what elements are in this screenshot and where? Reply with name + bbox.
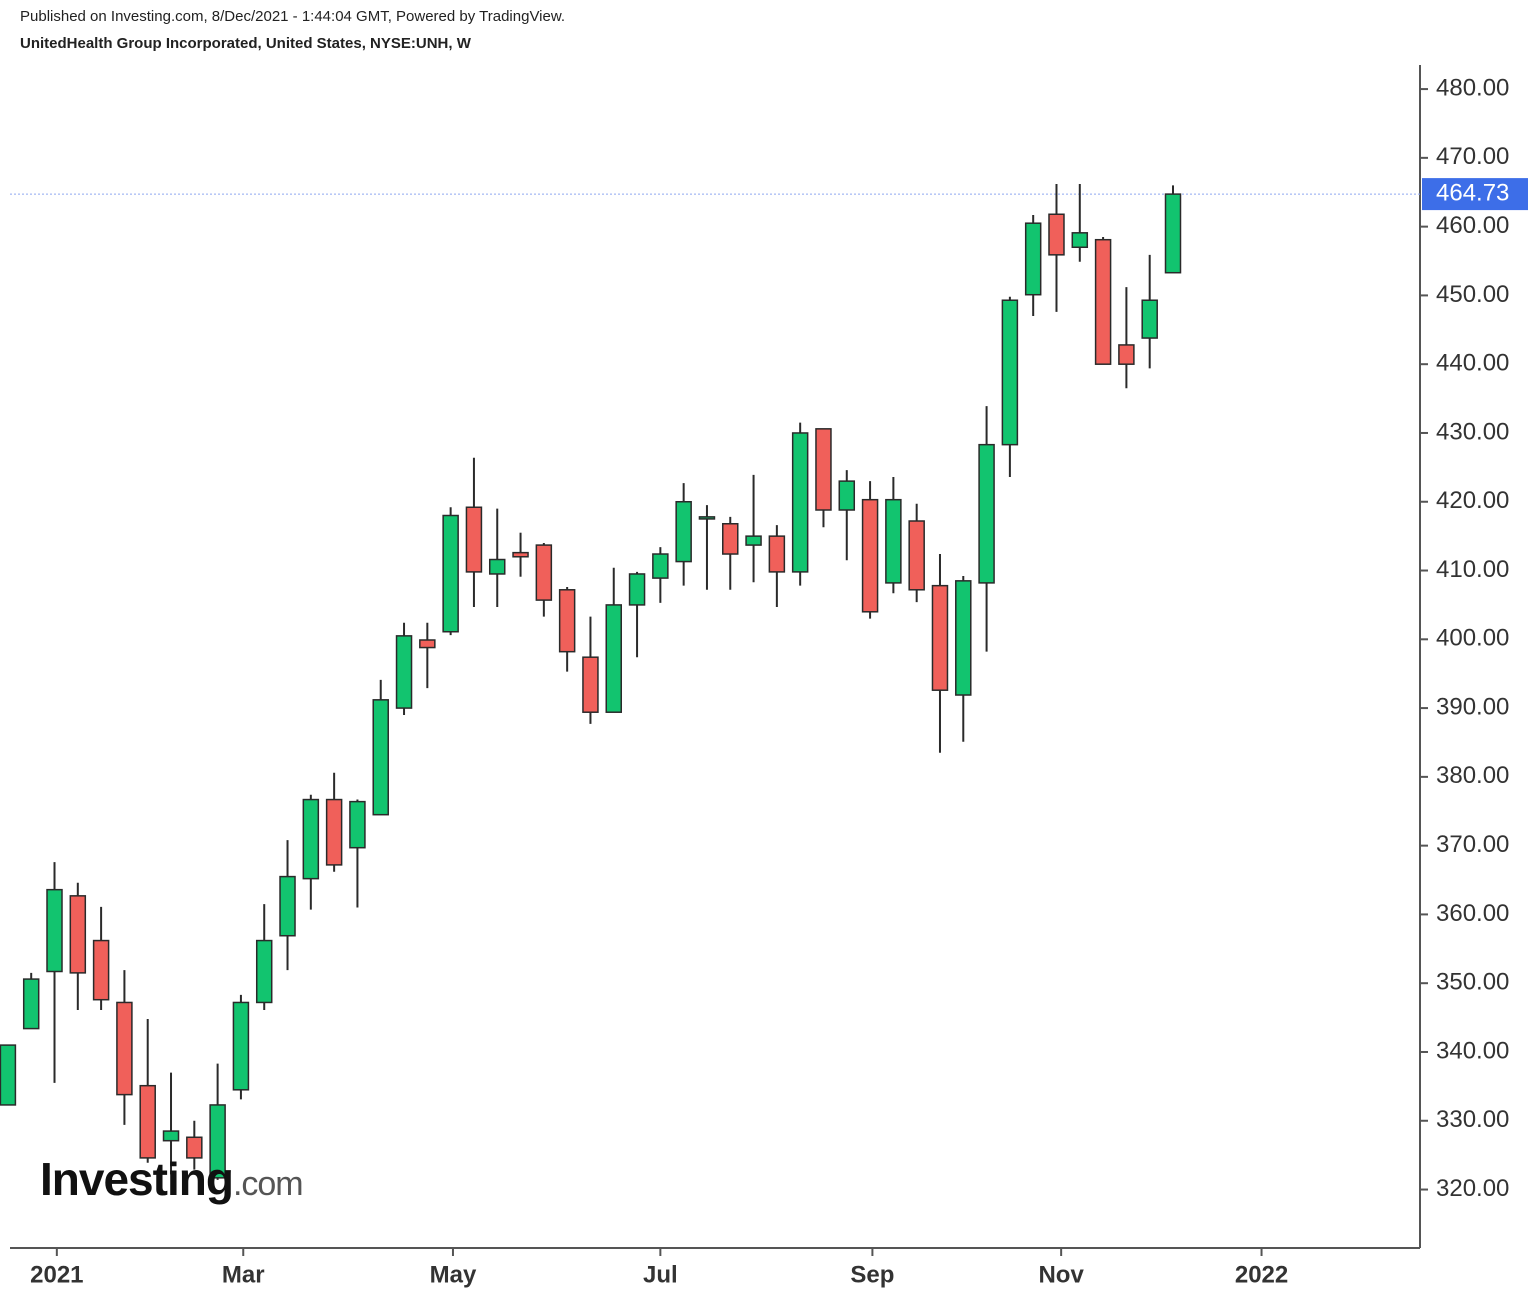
candle-body bbox=[698, 516, 716, 520]
y-tick-label: 390.00 bbox=[1436, 693, 1509, 720]
candle-body bbox=[1118, 344, 1135, 365]
candle-body bbox=[628, 573, 646, 606]
y-tick-label: 460.00 bbox=[1436, 212, 1509, 239]
y-tick-label: 430.00 bbox=[1436, 418, 1509, 445]
candle-body bbox=[582, 656, 599, 713]
y-tick-label: 350.00 bbox=[1436, 969, 1509, 996]
candle-body bbox=[279, 875, 296, 937]
published-note: Published on Investing.com, 8/Dec/2021 -… bbox=[20, 8, 565, 25]
logo-suffix: .com bbox=[233, 1165, 303, 1203]
candle-body bbox=[908, 520, 925, 591]
y-tick-label: 480.00 bbox=[1436, 74, 1509, 101]
candle-body bbox=[0, 1044, 17, 1106]
candle-body bbox=[232, 1001, 250, 1091]
candle-body bbox=[349, 800, 366, 849]
x-tick-label: 2022 bbox=[1235, 1261, 1288, 1288]
candle-body bbox=[139, 1084, 156, 1159]
y-tick-label: 380.00 bbox=[1436, 762, 1509, 789]
candle-body bbox=[1094, 238, 1112, 365]
x-tick-label: Mar bbox=[222, 1261, 265, 1288]
candle-body bbox=[1141, 299, 1158, 339]
candle-body bbox=[1164, 193, 1182, 274]
candle-body bbox=[838, 480, 856, 511]
y-tick-label: 400.00 bbox=[1436, 625, 1509, 652]
candle-body bbox=[46, 888, 63, 973]
candle-body bbox=[395, 635, 413, 709]
candle-body bbox=[92, 939, 110, 1001]
last-price-label: 464.73 bbox=[1436, 179, 1509, 206]
candle-body bbox=[675, 500, 692, 563]
y-tick-label: 450.00 bbox=[1436, 281, 1509, 308]
x-tick-label: Sep bbox=[850, 1261, 894, 1288]
logo-name: Investing bbox=[40, 1153, 233, 1205]
candle-body bbox=[209, 1104, 226, 1179]
candle-body bbox=[442, 514, 459, 633]
logo: Investing.com bbox=[40, 1153, 303, 1205]
candle-body bbox=[815, 428, 832, 511]
plot-area: 320.00 330.00 340.00 350.00 360.00 370.00 380.… bbox=[0, 65, 1528, 1288]
last-price-badge bbox=[1422, 178, 1528, 211]
x-tick-label: May bbox=[430, 1261, 477, 1288]
candle-body bbox=[861, 498, 879, 613]
candle-body bbox=[652, 553, 669, 579]
candle-body bbox=[1048, 213, 1065, 256]
candle-body bbox=[325, 798, 343, 866]
candle-body bbox=[419, 639, 436, 649]
candle-body bbox=[1001, 299, 1019, 446]
candle-body bbox=[22, 978, 40, 1030]
y-tick-label: 320.00 bbox=[1436, 1175, 1509, 1202]
candle-body bbox=[512, 551, 529, 558]
candle-body bbox=[69, 895, 87, 974]
x-tick-label: Nov bbox=[1038, 1261, 1084, 1288]
candle-body bbox=[535, 544, 553, 601]
candle-body bbox=[255, 939, 273, 1004]
candle-body bbox=[372, 699, 389, 816]
y-tick-label: 410.00 bbox=[1436, 556, 1509, 583]
candle-body bbox=[605, 604, 623, 713]
x-tick-label: 2021 bbox=[30, 1261, 83, 1288]
candle-body bbox=[931, 584, 949, 691]
candle-body bbox=[955, 580, 972, 696]
candle-body bbox=[722, 523, 739, 555]
candle-body bbox=[302, 798, 320, 880]
candle-body bbox=[558, 589, 576, 653]
candle-body bbox=[1071, 232, 1089, 249]
x-tick-label: Jul bbox=[643, 1261, 678, 1288]
y-tick-label: 330.00 bbox=[1436, 1106, 1509, 1133]
candle-body bbox=[116, 1001, 133, 1096]
candle-body bbox=[488, 558, 506, 575]
candle-body bbox=[186, 1136, 203, 1159]
candle-body bbox=[162, 1130, 180, 1142]
candle-body bbox=[885, 498, 902, 584]
y-tick-label: 360.00 bbox=[1436, 900, 1509, 927]
instrument-title: UnitedHealth Group Incorporated, United … bbox=[20, 35, 472, 52]
y-tick-label: 420.00 bbox=[1436, 487, 1509, 514]
candle-body bbox=[465, 506, 483, 573]
candle-body bbox=[768, 535, 786, 573]
y-tick-label: 370.00 bbox=[1436, 831, 1509, 858]
candle-body bbox=[1024, 222, 1042, 296]
candle-body bbox=[745, 535, 762, 546]
y-tick-label: 340.00 bbox=[1436, 1037, 1509, 1064]
candle-body bbox=[791, 432, 809, 573]
y-tick-label: 470.00 bbox=[1436, 143, 1509, 170]
candle-body bbox=[978, 443, 995, 584]
y-tick-label: 440.00 bbox=[1436, 350, 1509, 377]
